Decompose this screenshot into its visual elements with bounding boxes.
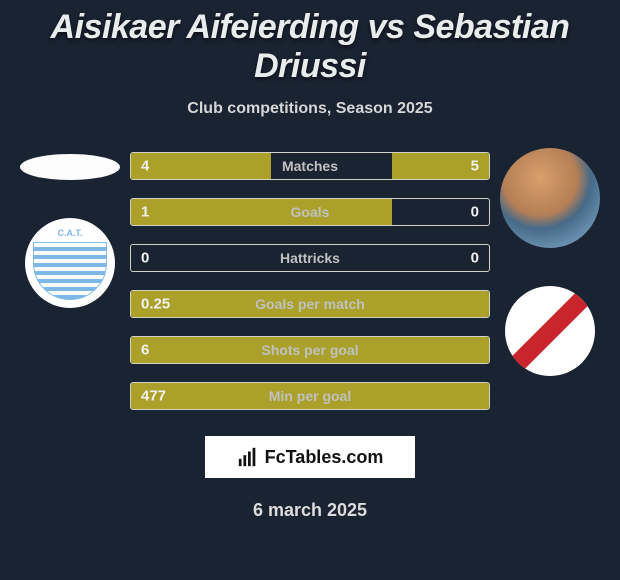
stat-label: Hattricks: [280, 250, 340, 266]
player1-col: [20, 148, 120, 410]
brand-text: FcTables.com: [265, 447, 384, 468]
stat-label: Shots per goal: [261, 342, 358, 358]
player1-club-badge: [25, 218, 115, 308]
stat-val-left: 1: [141, 204, 149, 221]
stat-row: 1 0 Goals: [130, 198, 490, 226]
stat-val-left: 477: [141, 388, 166, 405]
stat-bars: 4 5 Matches 1 0 Goals 0 0 Hattricks 0.25 Goals per…: [130, 148, 490, 410]
stat-fill-left: [131, 153, 271, 179]
stat-val-left: 4: [141, 158, 149, 175]
stat-row: 477 Min per goal: [130, 382, 490, 410]
comparison-area: 4 5 Matches 1 0 Goals 0 0 Hattricks 0.25 Goals per…: [10, 148, 610, 410]
stat-val-left: 6: [141, 342, 149, 359]
stat-val-right: 0: [471, 204, 479, 221]
stat-row: 4 5 Matches: [130, 152, 490, 180]
stat-label: Min per goal: [269, 388, 351, 404]
player2-avatar: [500, 148, 600, 248]
subtitle: Club competitions, Season 2025: [10, 100, 610, 118]
stat-row: 6 Shots per goal: [130, 336, 490, 364]
player2-col: [500, 148, 600, 410]
stat-fill-left: [131, 199, 392, 225]
brand-logo-icon: [237, 446, 259, 468]
page-title: Aisikaer Aifeierding vs Sebastian Driuss…: [10, 8, 610, 86]
stat-label: Matches: [282, 158, 338, 174]
stat-val-right: 0: [471, 250, 479, 267]
brand-badge: FcTables.com: [205, 436, 415, 478]
stat-label: Goals per match: [255, 296, 365, 312]
stat-label: Goals: [291, 204, 330, 220]
stat-row: 0.25 Goals per match: [130, 290, 490, 318]
stat-row: 0 0 Hattricks: [130, 244, 490, 272]
stat-val-right: 5: [471, 158, 479, 175]
date-text: 6 march 2025: [10, 500, 610, 521]
stat-val-left: 0: [141, 250, 149, 267]
player1-avatar: [20, 154, 120, 180]
player2-club-badge: [505, 286, 595, 376]
stat-val-left: 0.25: [141, 296, 170, 313]
